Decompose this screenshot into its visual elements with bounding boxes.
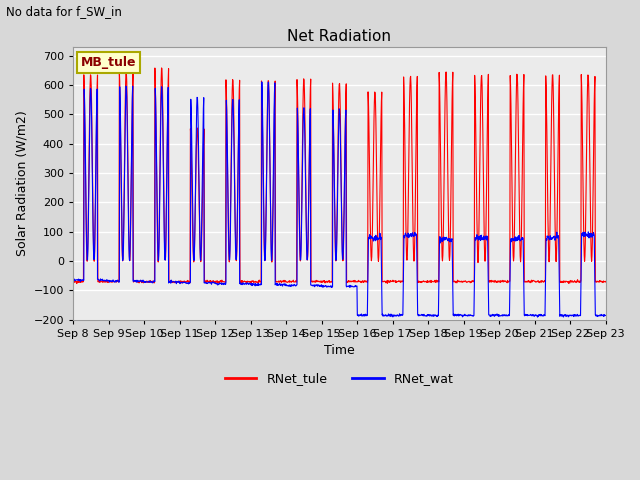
Line: RNet_tule: RNet_tule: [73, 68, 605, 284]
RNet_wat: [602, 312, 609, 318]
Legend: RNet_tule, RNet_wat: RNet_tule, RNet_wat: [220, 367, 459, 390]
RNet_tule: [422, 279, 430, 285]
RNet_wat: [175, 278, 182, 284]
Text: MB_tule: MB_tule: [81, 56, 136, 69]
Line: RNet_wat: RNet_wat: [73, 82, 605, 317]
RNet_tule: [492, 278, 500, 284]
RNet_tule: [69, 277, 77, 283]
RNet_tule: [540, 279, 547, 285]
X-axis label: Time: Time: [324, 344, 355, 357]
RNet_wat: [540, 313, 547, 319]
RNet_wat: [247, 282, 255, 288]
RNet_wat: [258, 79, 266, 85]
RNet_tule: [188, 207, 196, 213]
RNet_tule: [157, 65, 165, 71]
RNet_wat: [534, 314, 541, 320]
Text: No data for f_SW_in: No data for f_SW_in: [6, 5, 122, 18]
RNet_wat: [422, 312, 430, 318]
RNet_tule: [602, 279, 609, 285]
Title: Net Radiation: Net Radiation: [287, 29, 392, 44]
Y-axis label: Solar Radiation (W/m2): Solar Radiation (W/m2): [15, 110, 28, 256]
RNet_tule: [175, 279, 183, 285]
RNet_tule: [248, 278, 256, 284]
RNet_tule: [73, 281, 81, 287]
RNet_wat: [492, 312, 500, 318]
RNet_wat: [69, 277, 77, 283]
RNet_wat: [188, 125, 195, 131]
